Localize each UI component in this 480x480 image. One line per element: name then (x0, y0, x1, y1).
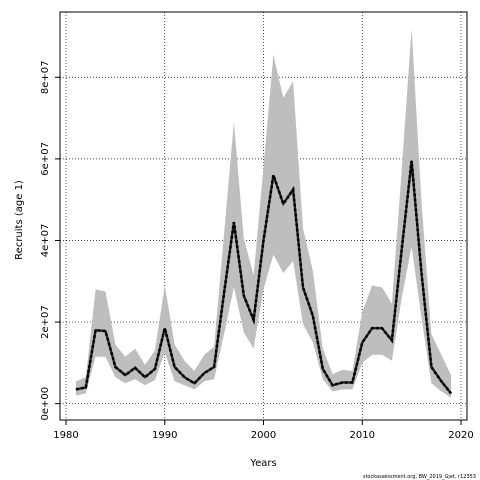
y-axis-title: Recruits (age 1) (14, 180, 25, 260)
recruits-line-dashes (75, 160, 453, 395)
credit-text: stockassessment.org, BW_2019_Gjet, r1235… (363, 474, 476, 480)
x-tick-label-1: 1990 (152, 430, 177, 441)
x-tick-label-0: 1980 (53, 430, 78, 441)
x-tick-label-3: 2010 (350, 430, 375, 441)
x-tick-label-2: 2000 (251, 430, 276, 441)
y-tick-label-1: 2e+07 (40, 305, 51, 339)
y-tick-label-4: 8e+07 (40, 60, 51, 94)
x-tick-label-4: 2020 (448, 430, 473, 441)
y-axis: 0e+00 2e+07 4e+07 6e+07 8e+07 (40, 60, 60, 420)
y-tick-label-2: 4e+07 (40, 224, 51, 258)
x-axis: 1980 1990 2000 2010 2020 (53, 420, 474, 441)
y-tick-label-3: 6e+07 (40, 142, 51, 176)
y-tick-label-0: 0e+00 (40, 387, 51, 421)
confidence-band (75, 28, 452, 398)
x-axis-title: Years (249, 458, 276, 469)
